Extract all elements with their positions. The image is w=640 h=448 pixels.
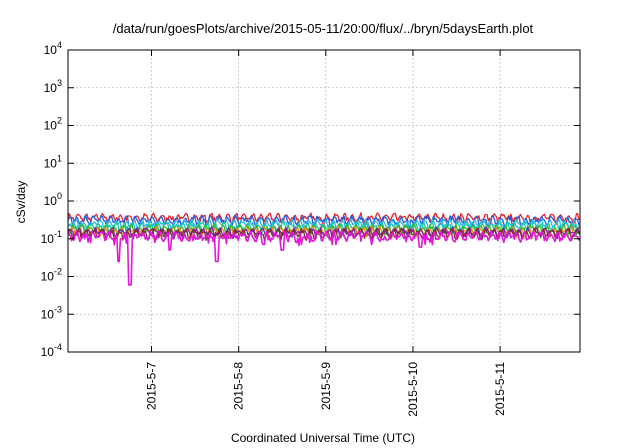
series-group	[67, 212, 581, 286]
x-tick-label: 2015-5-9	[319, 362, 333, 410]
grid	[68, 50, 580, 352]
y-tick-label: 101	[44, 153, 62, 170]
y-tick-label: 10-4	[41, 342, 62, 359]
y-tick-label: 104	[44, 40, 62, 57]
y-tick-label: 100	[44, 191, 62, 208]
y-tick-label: 10-1	[41, 229, 62, 246]
y-axis: 10-4 10-3 10-2 10-1 100 101 102 103 104	[41, 40, 580, 359]
x-tick-label: 2015-5-11	[493, 362, 507, 416]
x-tick-label: 2015-5-8	[232, 362, 246, 410]
y-tick-label: 102	[44, 116, 62, 133]
series-line	[67, 230, 581, 286]
x-axis-label: Coordinated Universal Time (UTC)	[231, 431, 415, 445]
y-axis-label: cSv/day	[14, 181, 28, 224]
y-tick-label: 103	[44, 78, 62, 95]
x-axis: 2015-5-7 2015-5-8 2015-5-9 2015-5-10 2015-5-…	[145, 50, 507, 417]
series-line	[67, 218, 581, 232]
y-tick-label: 10-3	[41, 304, 62, 321]
y-tick-label: 10-2	[41, 267, 62, 284]
chart-title: /data/run/goesPlots/archive/2015-05-11/2…	[113, 21, 534, 36]
x-tick-label: 2015-5-10	[406, 362, 420, 417]
x-tick-label: 2015-5-7	[145, 362, 159, 410]
series-line	[67, 214, 581, 229]
